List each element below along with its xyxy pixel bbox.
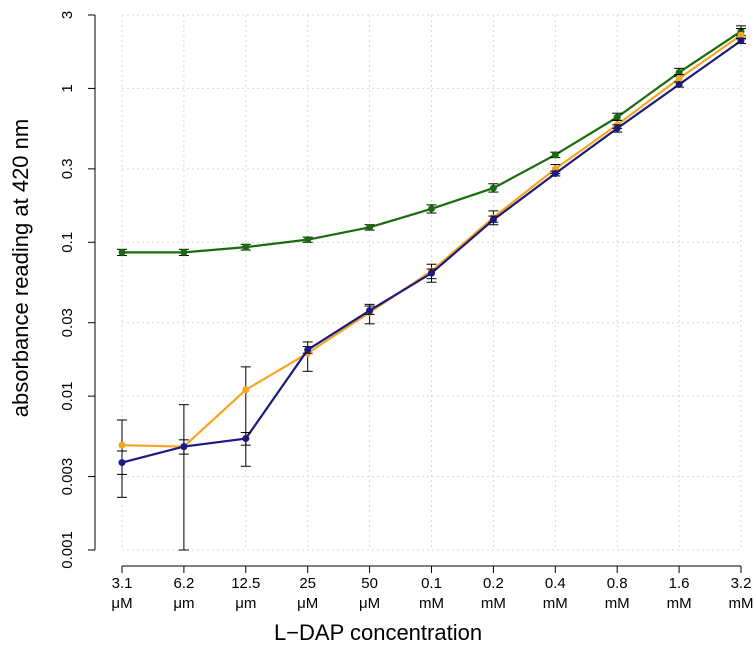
x-tick-label: 0.4 <box>545 575 566 592</box>
x-tick-unit-label: μM <box>297 595 318 612</box>
x-tick-label: 0.8 <box>607 575 628 592</box>
y-tick-label: 0.001 <box>59 531 76 569</box>
data-point <box>242 435 250 443</box>
x-axis-title: L−DAP concentration <box>274 620 482 645</box>
data-point <box>613 113 621 121</box>
data-point <box>118 441 126 449</box>
x-tick-unit-label: mM <box>667 595 692 612</box>
x-tick-label: 50 <box>361 575 378 592</box>
x-tick-label: 0.1 <box>421 575 442 592</box>
x-tick-label: 12.5 <box>231 575 260 592</box>
data-point <box>180 248 188 256</box>
tick-labels: 0.001 0.003 0.01 0.03 0.1 0.3 1 3 3.1 μM 6.2 μm 12.5… <box>59 11 754 612</box>
x-tick-unit-label: mM <box>605 595 630 612</box>
y-tick-label: 0.003 <box>59 458 76 496</box>
data-point <box>242 243 250 251</box>
data-point <box>489 184 497 192</box>
data-point <box>489 216 497 224</box>
x-tick-unit-label: mM <box>543 595 568 612</box>
data-point <box>675 74 683 82</box>
x-tick-unit-label: μm <box>235 595 256 612</box>
y-tick-label: 0.01 <box>59 382 76 411</box>
y-tick-label: 3 <box>59 11 76 19</box>
x-tick-label: 3.1 <box>112 575 133 592</box>
axes <box>88 14 742 573</box>
data-point <box>366 223 374 231</box>
x-tick-label: 25 <box>299 575 316 592</box>
x-tick-unit-label: mM <box>419 595 444 612</box>
y-tick-label: 0.3 <box>59 158 76 179</box>
x-tick-label: 0.2 <box>483 575 504 592</box>
x-tick-label: 1.6 <box>669 575 690 592</box>
data-point <box>551 151 559 159</box>
data-point <box>737 31 745 39</box>
y-axis-title: absorbance reading at 420 nm <box>8 119 33 417</box>
x-tick-unit-label: μM <box>111 595 132 612</box>
data-point <box>551 169 559 177</box>
x-tick-label: 6.2 <box>173 575 194 592</box>
x-tick-label: 3.2 <box>731 575 752 592</box>
x-tick-unit-label: μm <box>173 595 194 612</box>
y-tick-label: 1 <box>59 84 76 92</box>
series-layer <box>117 25 746 551</box>
x-tick-unit-label: mM <box>729 595 754 612</box>
data-point <box>675 81 683 89</box>
data-point <box>118 459 126 467</box>
series-3 <box>117 37 746 498</box>
y-tick-label: 0.03 <box>59 308 76 337</box>
data-point <box>613 124 621 132</box>
data-point <box>737 37 745 45</box>
data-point <box>428 269 435 277</box>
x-tick-unit-label: μM <box>359 595 380 612</box>
data-point <box>366 307 374 315</box>
data-point <box>304 236 312 244</box>
y-tick-label: 0.1 <box>59 232 76 253</box>
data-point <box>242 386 250 394</box>
data-point <box>180 443 188 451</box>
data-point <box>304 346 312 354</box>
data-point <box>428 205 435 213</box>
data-point <box>118 248 126 256</box>
x-tick-unit-label: mM <box>481 595 506 612</box>
